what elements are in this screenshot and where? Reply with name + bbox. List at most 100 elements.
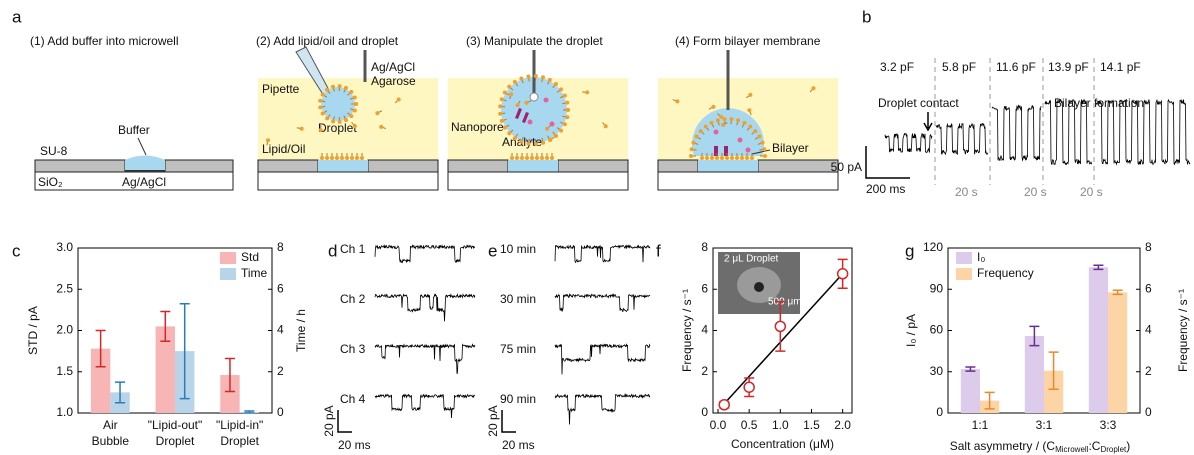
lipid-head (515, 103, 520, 108)
bar (960, 369, 980, 413)
lipid-head (352, 124, 357, 129)
lipid-head (762, 147, 767, 152)
schematic: (1) Add buffer into microwell (2) Add li… (30, 34, 839, 191)
lipid-head (318, 128, 323, 133)
lipid-head (729, 117, 734, 122)
lipid-head (585, 90, 590, 95)
lipid-head (710, 156, 714, 160)
lipid-head (325, 156, 329, 160)
lipid-head (510, 156, 514, 160)
legend-label: Frequency (977, 266, 1034, 280)
label: Droplet (318, 121, 357, 135)
label: Bilayer (772, 141, 809, 155)
scale-bar (865, 146, 910, 179)
y2-tick-label: 2 (1145, 364, 1152, 378)
y2-tick-label: 0 (277, 405, 284, 419)
capacitance-panel: 3.2 pF 5.8 pF 11.6 pF 13.9 pF 14.1 pF Dr… (831, 58, 1191, 199)
label: Agarose (371, 74, 416, 88)
lipid-head (507, 131, 512, 136)
arrow (923, 112, 933, 132)
lipid-head (545, 156, 549, 160)
lipid-head (750, 156, 754, 160)
scale-label: 200 ms (866, 182, 905, 196)
lipid-head (352, 95, 357, 100)
lipid-head (512, 136, 517, 141)
error-bar (95, 329, 106, 368)
analyte (527, 119, 533, 125)
capacitance-label: 5.8 pF (942, 60, 976, 74)
lipid-head (535, 156, 539, 160)
point (774, 320, 787, 333)
lipid-head (553, 82, 558, 87)
lipid-head (691, 140, 696, 145)
lipid-head (709, 120, 714, 125)
inset-well (754, 282, 764, 292)
lipid-head (689, 154, 693, 158)
lipid-head (530, 156, 534, 160)
lipid-head (360, 156, 364, 160)
y-tick-label: 0 (701, 405, 708, 419)
trace-label: Ch 1 (340, 242, 366, 256)
lipid-head (562, 122, 567, 127)
lipid-head (266, 138, 271, 143)
error-bar (160, 310, 171, 342)
y-axis-label: I₀ / pA (904, 314, 918, 347)
capacitance-label: 3.2 pF (880, 60, 914, 74)
y-tick-label: 0 (936, 405, 943, 419)
x-tick-label: Air Bubble (92, 418, 130, 448)
x-tick-label: 2.0 (834, 418, 851, 432)
lipid-head (502, 125, 507, 130)
label: Buffer (118, 123, 150, 137)
y-tick-label: 2 (701, 364, 708, 378)
lipid-head (559, 128, 564, 133)
droplet (501, 77, 567, 143)
y-tick-label: 1.5 (56, 364, 73, 378)
su8-layer (557, 159, 629, 173)
y2-tick-label: 4 (1145, 323, 1152, 337)
y-tick-label: 2.0 (56, 323, 73, 337)
panel-letter: a (12, 7, 22, 26)
step-title: (4) Form bilayer membrane (675, 34, 821, 48)
label: Ag/AgCl (122, 175, 166, 189)
lipid-head (703, 124, 708, 129)
analyte (745, 147, 751, 153)
current-trace (554, 392, 651, 425)
x-tick-label: 1.0 (772, 418, 789, 432)
lipid-head (318, 98, 323, 103)
lipid-head (725, 156, 729, 160)
gap-label: 20 s (1080, 185, 1103, 199)
lipid-head (502, 90, 507, 95)
y-tick-label: 4 (701, 323, 708, 337)
lipid-head (512, 79, 517, 84)
lipid-head (375, 111, 380, 116)
lipid-head (545, 126, 550, 131)
lipid-head (562, 93, 567, 98)
label: Nanopore (451, 120, 504, 134)
capacitance-label: 13.9 pF (1048, 60, 1089, 74)
lipid-head (498, 111, 503, 116)
label: SU-8 (40, 144, 68, 158)
lipid-head (525, 156, 529, 160)
bar (220, 375, 240, 413)
error-bar (179, 302, 190, 400)
y-tick-label: 1.0 (56, 405, 73, 419)
lipid-head (350, 156, 354, 160)
panel-letter: b (862, 7, 871, 26)
lipid-head (747, 108, 752, 113)
lipid-head (547, 77, 552, 82)
current-trace (1044, 98, 1093, 166)
x-tick-label: 3:3 (1100, 418, 1117, 432)
lipid-head (524, 100, 529, 105)
lipid-head (550, 156, 554, 160)
lipid-head (753, 129, 758, 134)
label-part: Salt asymmetry / (C (950, 439, 1056, 453)
lipid-head (720, 156, 724, 160)
lipid-head (331, 84, 336, 89)
lipid-head (698, 129, 703, 134)
analyte (713, 129, 719, 135)
current-trace (374, 293, 476, 322)
buffer (508, 160, 558, 172)
bar (1044, 370, 1064, 413)
lipid-head (603, 124, 608, 129)
su8-layer (257, 159, 319, 173)
